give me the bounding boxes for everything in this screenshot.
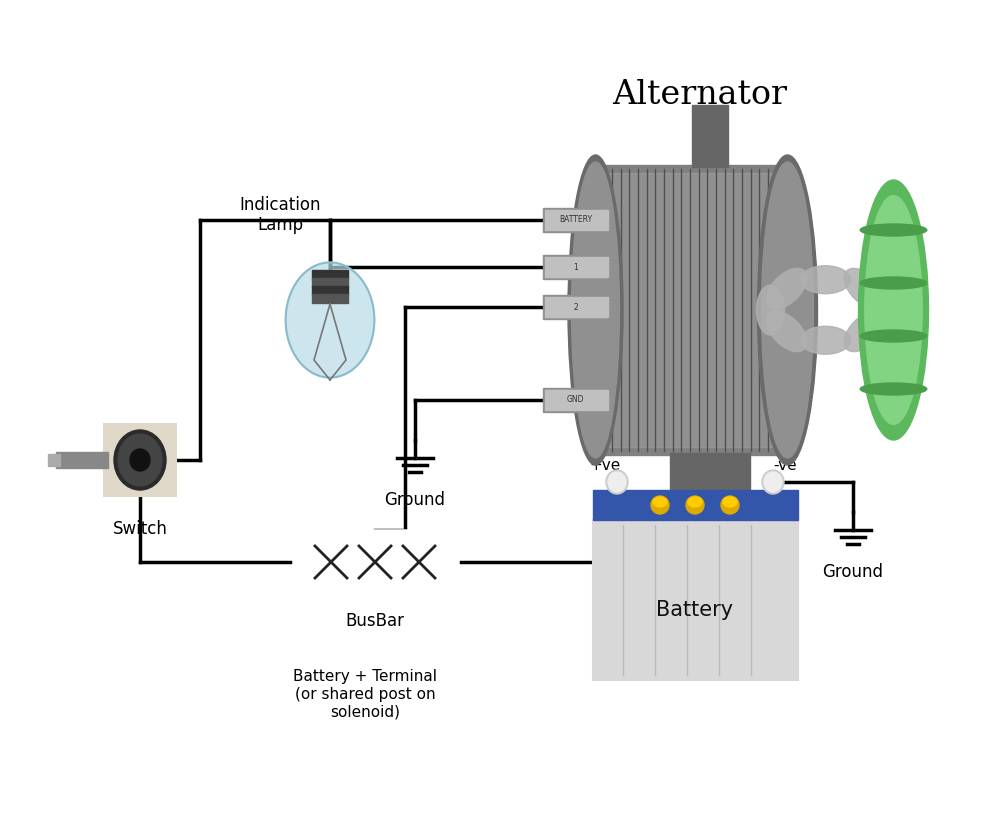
Ellipse shape <box>568 155 623 465</box>
Ellipse shape <box>766 269 807 309</box>
Bar <box>602 173 778 447</box>
Text: BATTERY: BATTERY <box>559 215 592 224</box>
Text: Ground: Ground <box>384 491 446 509</box>
Bar <box>592 490 798 520</box>
Text: -ve: -ve <box>773 458 797 473</box>
Ellipse shape <box>860 224 927 236</box>
Ellipse shape <box>688 497 702 507</box>
Ellipse shape <box>844 311 885 351</box>
Text: GND: GND <box>567 396 584 405</box>
Ellipse shape <box>860 383 927 395</box>
Text: 1: 1 <box>573 263 578 272</box>
Ellipse shape <box>651 496 669 514</box>
Ellipse shape <box>572 162 620 458</box>
Bar <box>670 453 750 508</box>
Ellipse shape <box>764 472 782 492</box>
Ellipse shape <box>860 330 927 342</box>
Ellipse shape <box>758 155 818 465</box>
Ellipse shape <box>762 470 784 494</box>
Bar <box>542 255 610 279</box>
Ellipse shape <box>606 470 628 494</box>
Ellipse shape <box>653 497 667 507</box>
Bar <box>312 294 348 303</box>
Text: Indication
Lamp: Indication Lamp <box>239 196 321 234</box>
Text: +ve: +ve <box>589 458 621 473</box>
Bar <box>542 295 610 319</box>
Ellipse shape <box>114 430 166 490</box>
Text: 2: 2 <box>573 302 578 311</box>
Ellipse shape <box>130 449 150 471</box>
Bar <box>598 165 782 455</box>
Ellipse shape <box>766 311 807 351</box>
Bar <box>48 454 60 466</box>
Ellipse shape <box>118 434 162 486</box>
Bar <box>56 452 108 468</box>
Bar <box>592 520 798 680</box>
Ellipse shape <box>608 472 626 492</box>
Ellipse shape <box>762 162 814 458</box>
Bar <box>542 388 610 412</box>
Circle shape <box>307 538 355 586</box>
Text: Alternator: Alternator <box>612 79 788 111</box>
Ellipse shape <box>865 196 922 424</box>
Ellipse shape <box>721 496 739 514</box>
Ellipse shape <box>866 285 895 335</box>
Bar <box>692 105 728 167</box>
Ellipse shape <box>844 269 885 309</box>
Bar <box>544 390 608 410</box>
Text: Ground: Ground <box>822 563 883 581</box>
Text: Battery: Battery <box>656 600 734 620</box>
Circle shape <box>395 538 443 586</box>
Ellipse shape <box>860 277 927 289</box>
Bar <box>544 297 608 317</box>
Bar <box>292 530 458 595</box>
Ellipse shape <box>800 326 850 355</box>
Ellipse shape <box>286 262 374 378</box>
Bar <box>312 278 348 287</box>
Bar <box>544 210 608 230</box>
Ellipse shape <box>686 496 704 514</box>
Text: Battery + Terminal
(or shared post on
solenoid): Battery + Terminal (or shared post on so… <box>293 669 437 719</box>
Bar <box>104 424 176 496</box>
Ellipse shape <box>800 265 850 294</box>
Circle shape <box>351 538 399 586</box>
Bar <box>544 257 608 277</box>
Bar <box>312 270 348 279</box>
Bar <box>312 286 348 295</box>
Text: Switch: Switch <box>113 520 167 538</box>
Bar <box>542 208 610 232</box>
Ellipse shape <box>723 497 737 507</box>
Text: BusBar: BusBar <box>346 613 404 631</box>
Ellipse shape <box>858 180 928 440</box>
Ellipse shape <box>757 285 784 335</box>
